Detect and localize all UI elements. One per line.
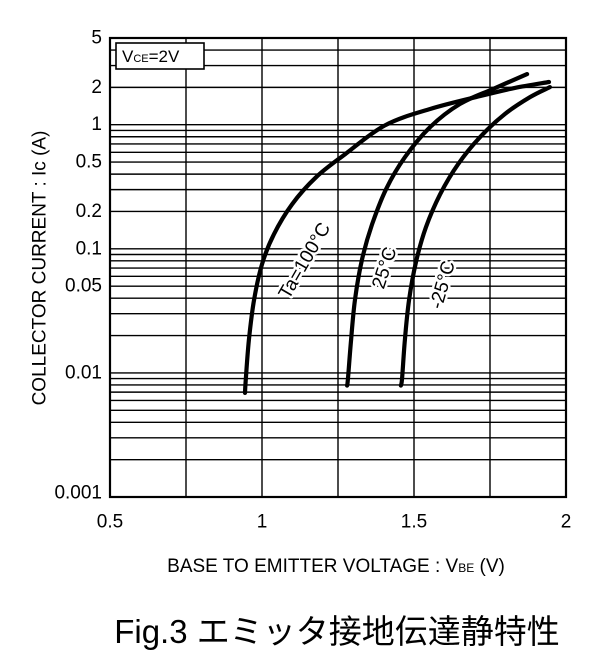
- series-line-1: [345, 72, 530, 388]
- x-axis-label-unit: (V): [474, 556, 505, 577]
- x-tick-label-2: 1.5: [401, 512, 427, 533]
- y-axis-label: COLLECTOR CURRENT : Ic (A): [30, 131, 51, 406]
- tick-labels: 0.5 1 1.5 2 5 2 1 0.5 0.2 0.1 0.05 0.01 0.001: [54, 28, 571, 533]
- x-tick-label-0: 0.5: [97, 512, 123, 533]
- y-tick-label-3: 0.5: [76, 152, 102, 173]
- y-tick-label-2: 1: [91, 114, 102, 135]
- annotation-text: VCE=2V: [122, 47, 180, 66]
- y-tick-label-6: 0.05: [65, 276, 102, 297]
- plot-frame: [108, 36, 568, 499]
- x-tick-label-3: 2: [561, 512, 572, 533]
- annotation-value: =2V: [149, 47, 180, 66]
- curves: [242, 72, 552, 395]
- y-tick-label-8: 0.001: [54, 483, 102, 504]
- series-line-2: [398, 85, 552, 388]
- y-tick-label-0: 5: [91, 28, 102, 49]
- figure-caption: Fig.3 エミッタ接地伝達静特性: [114, 613, 560, 650]
- y-tick-label-4: 0.2: [76, 201, 102, 222]
- y-tick-label-1: 2: [91, 77, 102, 98]
- condition-annotation: VCE=2V: [115, 42, 205, 70]
- x-axis-label: BASE TO EMITTER VOLTAGE : VBE (V): [167, 556, 505, 577]
- x-tick-label-1: 1: [257, 512, 268, 533]
- x-axis-label-main: BASE TO EMITTER VOLTAGE : V: [167, 556, 458, 577]
- annotation-box: [115, 42, 205, 70]
- grid: [110, 38, 566, 497]
- annotation-symbol: V: [122, 47, 134, 66]
- y-tick-label-5: 0.1: [76, 238, 102, 259]
- annotation-subscript: CE: [133, 53, 148, 65]
- x-axis-label-subscript: BE: [458, 561, 474, 575]
- y-tick-label-7: 0.01: [65, 362, 102, 383]
